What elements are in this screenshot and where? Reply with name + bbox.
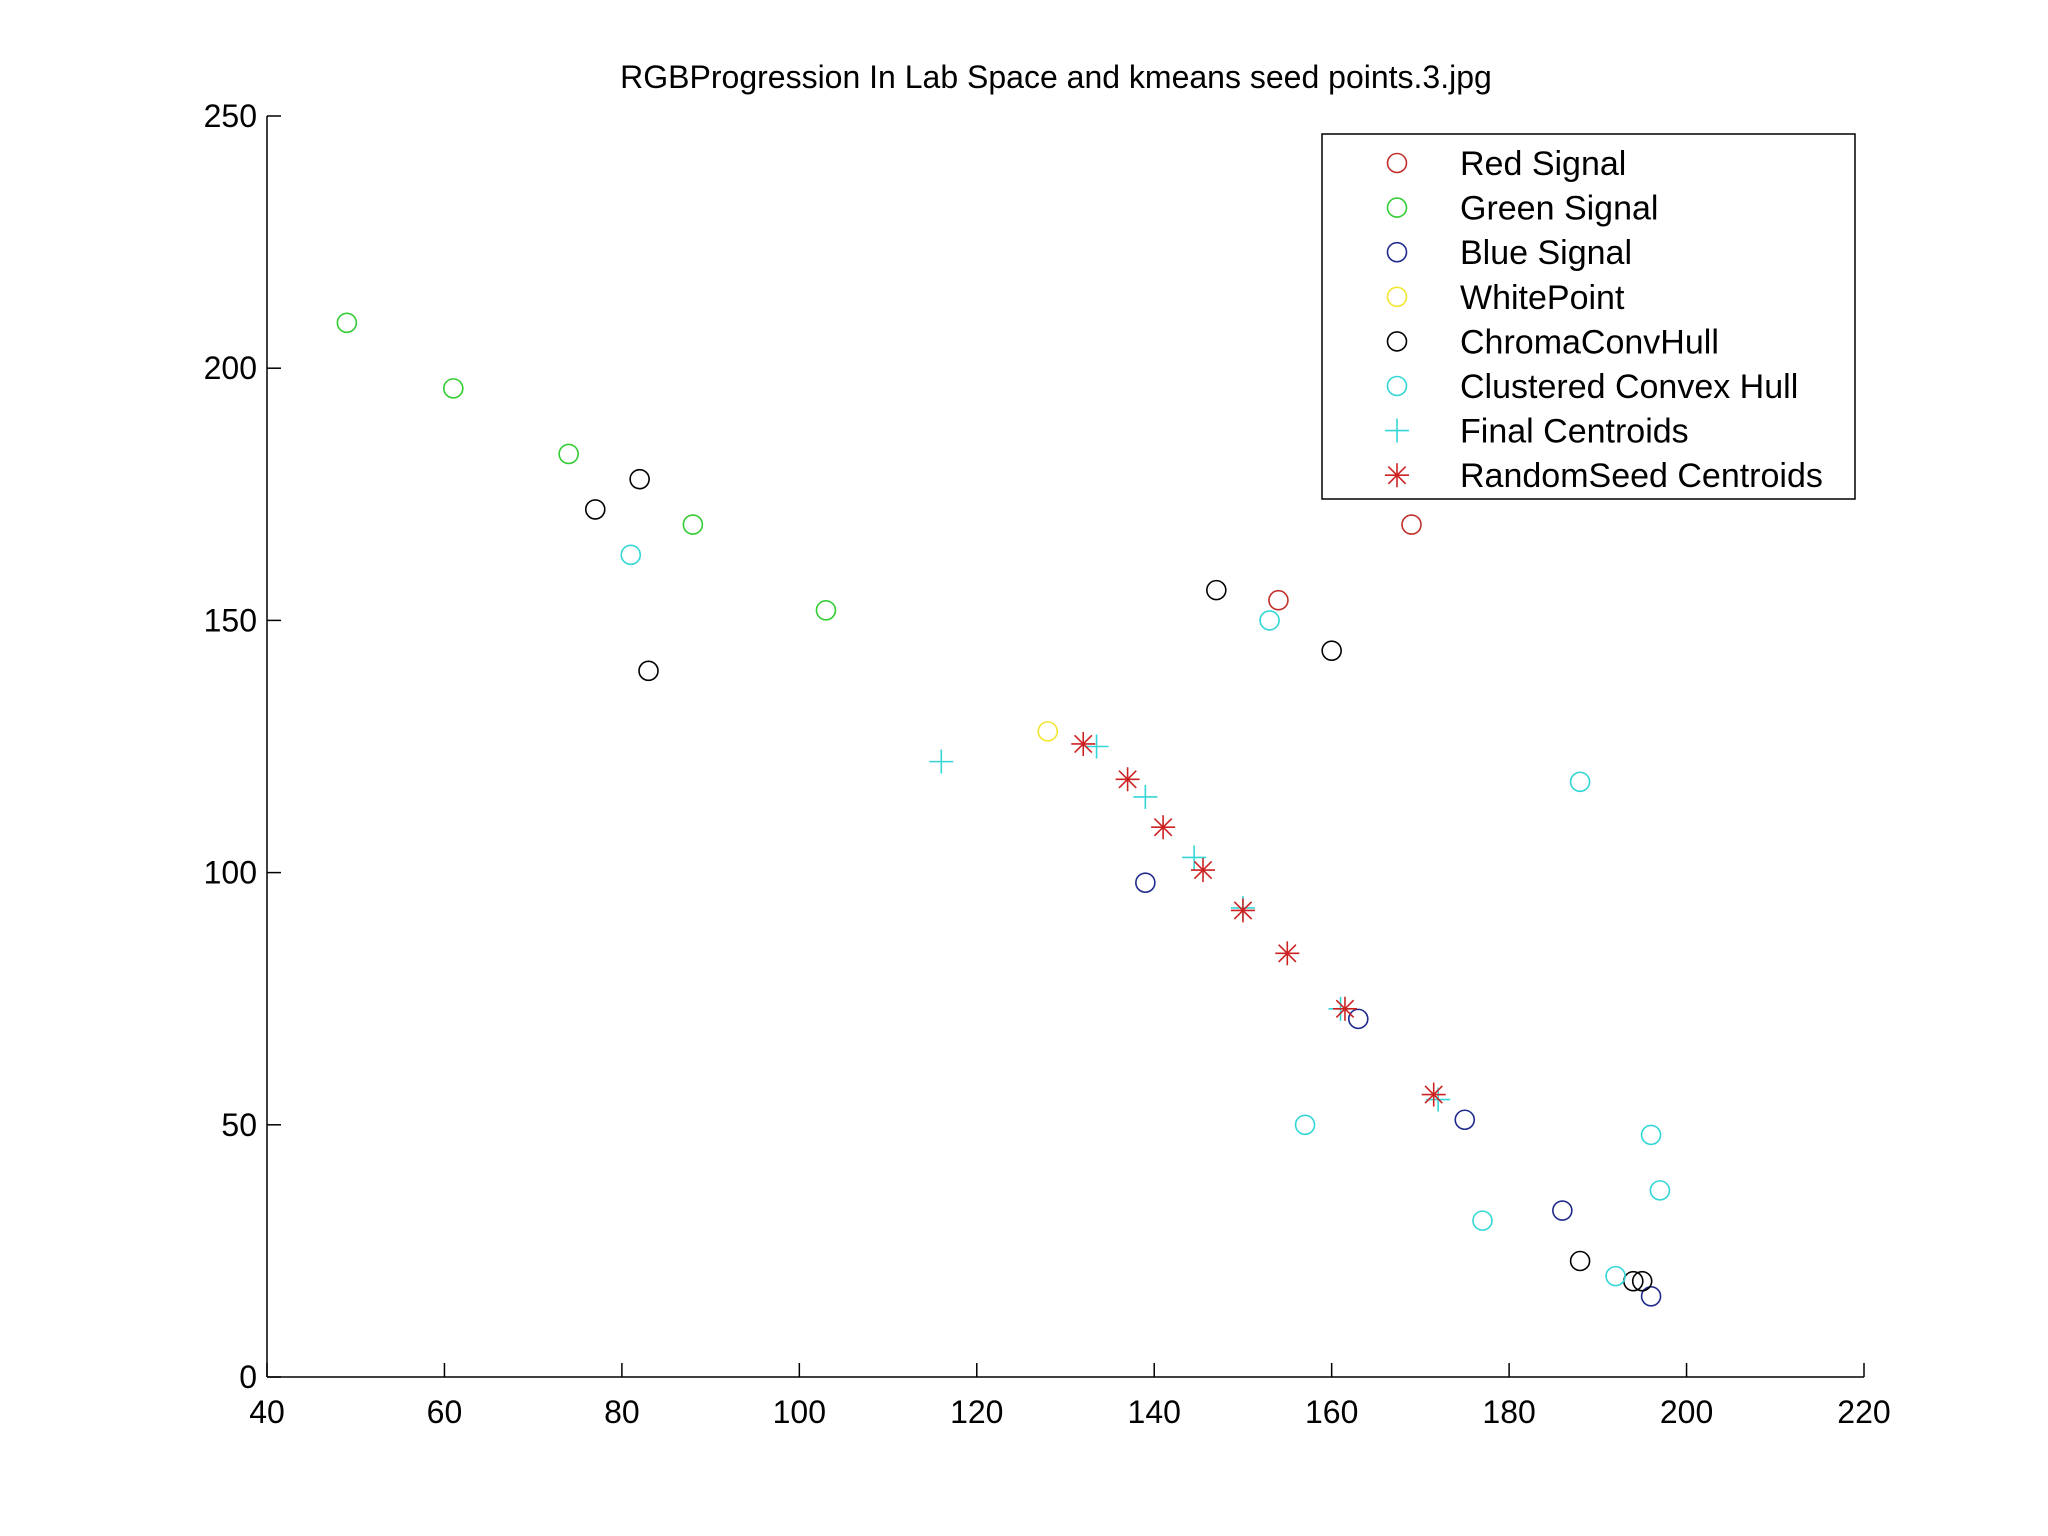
x-tick-label: 180 — [1482, 1394, 1535, 1430]
data-point-randomseed-centroids — [1275, 941, 1300, 966]
y-tick-label: 250 — [204, 98, 257, 134]
data-point-randomseed-centroids — [1191, 858, 1216, 883]
chart-title: RGBProgression In Lab Space and kmeans s… — [620, 59, 1492, 95]
data-point-randomseed-centroids — [1230, 898, 1255, 923]
legend-label-randomseed-centroids: RandomSeed Centroids — [1460, 457, 1823, 495]
x-tick-label: 80 — [604, 1394, 640, 1430]
y-tick-label: 50 — [221, 1107, 257, 1143]
series-whitepoint — [1037, 721, 1059, 742]
x-tick-label: 220 — [1837, 1394, 1890, 1430]
data-point-clustered-convex-hull — [1472, 1210, 1493, 1231]
x-tick-label: 60 — [427, 1394, 463, 1430]
y-tick-label: 200 — [204, 350, 257, 386]
data-point-randomseed-centroids — [1421, 1082, 1446, 1107]
data-point-randomseed-centroids — [1115, 767, 1140, 792]
data-point-blue-signal — [1640, 1285, 1662, 1307]
data-point-chromaconvhull — [1569, 1250, 1591, 1272]
data-point-clustered-convex-hull — [1294, 1114, 1316, 1136]
x-tick-label: 40 — [249, 1394, 285, 1430]
data-point-randomseed-centroids — [1071, 731, 1096, 756]
data-point-chromaconvhull — [638, 660, 659, 682]
data-point-blue-signal — [1347, 1008, 1369, 1030]
data-point-randomseed-centroids — [1332, 996, 1357, 1021]
data-point-final-centroids — [929, 749, 954, 774]
data-point-green-signal — [336, 312, 358, 334]
data-point-final-centroids — [1133, 784, 1158, 809]
legend-label-final-centroids: Final Centroids — [1460, 413, 1689, 451]
series-blue-signal — [1135, 872, 1662, 1307]
data-point-chromaconvhull — [584, 499, 606, 520]
legend-marker-randomseed-centroids — [1385, 463, 1409, 488]
series-green-signal — [336, 312, 837, 621]
legend-marker-blue-signal — [1386, 241, 1408, 263]
legend-marker-red-signal — [1386, 152, 1408, 174]
legend-marker-chromaconvhull — [1386, 331, 1408, 352]
data-point-clustered-convex-hull — [620, 544, 642, 566]
data-point-chromaconvhull — [1631, 1270, 1653, 1292]
data-point-clustered-convex-hull — [1259, 610, 1280, 631]
plot-axes: 40 60 80 100 120 140 160 180 200 220 0 50 100 150 200 2… — [204, 98, 1891, 1430]
legend-box — [1321, 133, 1856, 500]
data-point-clustered-convex-hull — [1569, 771, 1591, 793]
y-tick-label: 100 — [204, 855, 257, 891]
legend-label-clustered-convex-hull: Clustered Convex Hull — [1460, 368, 1798, 406]
data-point-red-signal — [1268, 589, 1289, 611]
y-tick-label: 150 — [204, 602, 257, 638]
data-point-chromaconvhull — [1206, 579, 1227, 601]
data-point-randomseed-centroids — [1151, 815, 1176, 840]
legend-marker-whitepoint — [1386, 286, 1408, 308]
legend-marker-green-signal — [1386, 197, 1408, 218]
series-clustered-convex-hull — [620, 544, 1671, 1287]
legend-label-chromaconvhull: ChromaConvHull — [1460, 323, 1719, 361]
legend-label-red-signal: Red Signal — [1460, 145, 1626, 183]
y-tick-label: 0 — [239, 1359, 257, 1395]
data-point-green-signal — [558, 443, 579, 465]
data-point-clustered-convex-hull — [1605, 1265, 1626, 1287]
legend-label-blue-signal: Blue Signal — [1460, 234, 1632, 272]
data-point-blue-signal — [1454, 1109, 1476, 1131]
series-red-signal — [1268, 514, 1422, 611]
data-point-green-signal — [682, 514, 704, 535]
series-chromaconvhull — [584, 468, 1653, 1292]
x-tick-label: 120 — [950, 1394, 1003, 1430]
x-tick-label: 200 — [1660, 1394, 1713, 1430]
x-tick-label: 100 — [773, 1394, 826, 1430]
plot-area — [336, 312, 1671, 1307]
data-point-clustered-convex-hull — [1640, 1124, 1662, 1146]
legend-label-whitepoint: WhitePoint — [1460, 279, 1625, 317]
data-point-blue-signal — [1552, 1200, 1573, 1221]
data-point-blue-signal — [1135, 872, 1156, 893]
legend-marker-clustered-convex-hull — [1386, 375, 1408, 397]
data-point-whitepoint — [1037, 721, 1059, 742]
data-point-green-signal — [443, 378, 464, 399]
data-point-final-centroids — [1182, 845, 1207, 870]
x-tick-label: 140 — [1128, 1394, 1181, 1430]
data-point-green-signal — [815, 600, 837, 621]
data-point-chromaconvhull — [1321, 640, 1342, 661]
data-point-final-centroids — [1084, 734, 1109, 759]
legend-marker-final-centroids — [1385, 418, 1409, 443]
series-randomseed-centroids — [1071, 731, 1446, 1107]
legend-label-green-signal: Green Signal — [1460, 190, 1658, 228]
x-tick-label: 160 — [1305, 1394, 1358, 1430]
data-point-red-signal — [1401, 514, 1422, 535]
data-point-clustered-convex-hull — [1649, 1180, 1671, 1201]
legend: Red Signal Green Signal Blue Signal WhitePo… — [1321, 133, 1856, 500]
data-point-chromaconvhull — [629, 468, 650, 490]
